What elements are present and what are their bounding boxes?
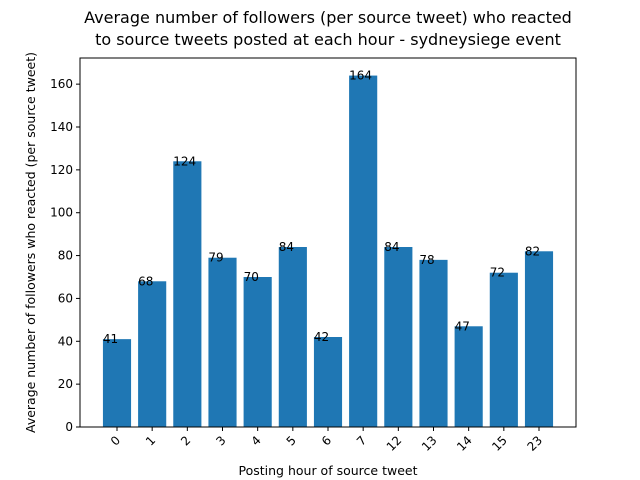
y-tick-label-80: 80 [58,249,73,263]
chart-title-line-1: Average number of followers (per source … [84,8,572,27]
data-labels-group: 41 68 124 79 70 84 42 164 84 78 47 72 82 [103,69,540,347]
x-tick-label-6: 6 [319,433,334,448]
y-tick-label-20: 20 [58,377,73,391]
data-label-hour-1: 68 [138,274,153,288]
bar-hour-14 [454,326,483,427]
chart-title-line-2: to source tweets posted at each hour - s… [95,30,561,49]
y-tick-label-140: 140 [50,120,73,134]
bar-hour-5 [278,247,307,427]
data-label-hour-14: 47 [455,319,470,333]
bar-hour-3 [208,257,237,427]
x-tick-label-14: 14 [454,433,475,454]
data-label-hour-23: 82 [525,244,540,258]
data-label-hour-0: 41 [103,332,118,346]
data-label-hour-13: 78 [419,253,434,267]
y-tick-label-160: 160 [50,77,73,91]
x-tick-label-3: 3 [213,433,228,448]
bar-hour-1 [138,281,167,427]
data-label-hour-2: 124 [173,154,196,168]
x-axis-label: Posting hour of source tweet [239,463,418,478]
bar-hour-15 [489,272,518,427]
data-label-hour-12: 84 [384,240,399,254]
bar-hour-13 [419,259,448,427]
data-label-hour-4: 70 [244,270,259,284]
data-label-hour-15: 72 [490,266,505,280]
data-label-hour-7: 164 [349,69,372,83]
x-tick-label-7: 7 [354,433,369,448]
x-tick-label-12: 12 [384,433,405,454]
y-tick-label-0: 0 [65,420,73,434]
y-axis-ticks: 0 20 40 60 80 100 120 140 160 [50,77,80,434]
y-tick-label-100: 100 [50,206,73,220]
y-tick-label-40: 40 [58,334,73,348]
x-tick-label-13: 13 [419,433,440,454]
bars-group [102,75,554,428]
bar-hour-6 [313,337,343,427]
x-tick-label-0: 0 [108,433,123,448]
data-label-hour-6: 42 [314,330,329,344]
x-axis-ticks: 0 1 2 3 4 5 6 7 12 13 14 15 23 [108,427,545,454]
x-tick-label-4: 4 [248,433,263,448]
x-tick-label-2: 2 [178,433,193,448]
x-tick-label-23: 23 [524,433,545,454]
x-tick-label-1: 1 [143,433,158,448]
bar-hour-0 [102,339,132,427]
bar-hour-23 [524,251,554,427]
bar-hour-2 [173,161,202,428]
plot-frame [79,57,577,428]
x-tick-label-15: 15 [489,433,510,454]
bar-hour-7 [349,75,378,428]
data-label-hour-5: 84 [279,240,294,254]
y-tick-label-60: 60 [58,291,73,305]
bar-hour-12 [384,247,413,427]
bar-hour-4 [243,277,272,427]
y-axis-label: Average number of followers who reacted … [23,52,38,433]
data-label-hour-3: 79 [208,251,223,265]
y-tick-label-120: 120 [50,163,73,177]
x-tick-label-5: 5 [284,433,299,448]
